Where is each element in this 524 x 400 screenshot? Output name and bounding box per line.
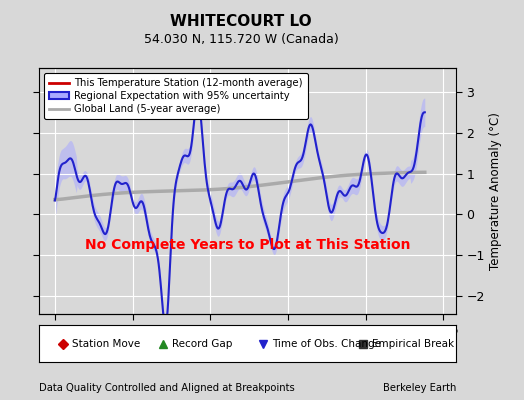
Y-axis label: Temperature Anomaly (°C): Temperature Anomaly (°C)	[489, 112, 502, 270]
Text: Berkeley Earth: Berkeley Earth	[383, 383, 456, 393]
Text: Data Quality Controlled and Aligned at Breakpoints: Data Quality Controlled and Aligned at B…	[39, 383, 295, 393]
Text: Time of Obs. Change: Time of Obs. Change	[272, 338, 381, 348]
Legend: This Temperature Station (12-month average), Regional Expectation with 95% uncer: This Temperature Station (12-month avera…	[45, 73, 308, 119]
Text: Record Gap: Record Gap	[172, 338, 232, 348]
Text: No Complete Years to Plot at This Station: No Complete Years to Plot at This Statio…	[85, 238, 410, 252]
Text: Station Move: Station Move	[72, 338, 140, 348]
Text: 54.030 N, 115.720 W (Canada): 54.030 N, 115.720 W (Canada)	[144, 33, 339, 46]
Text: WHITECOURT LO: WHITECOURT LO	[170, 14, 312, 29]
Text: Empirical Break: Empirical Break	[372, 338, 454, 348]
